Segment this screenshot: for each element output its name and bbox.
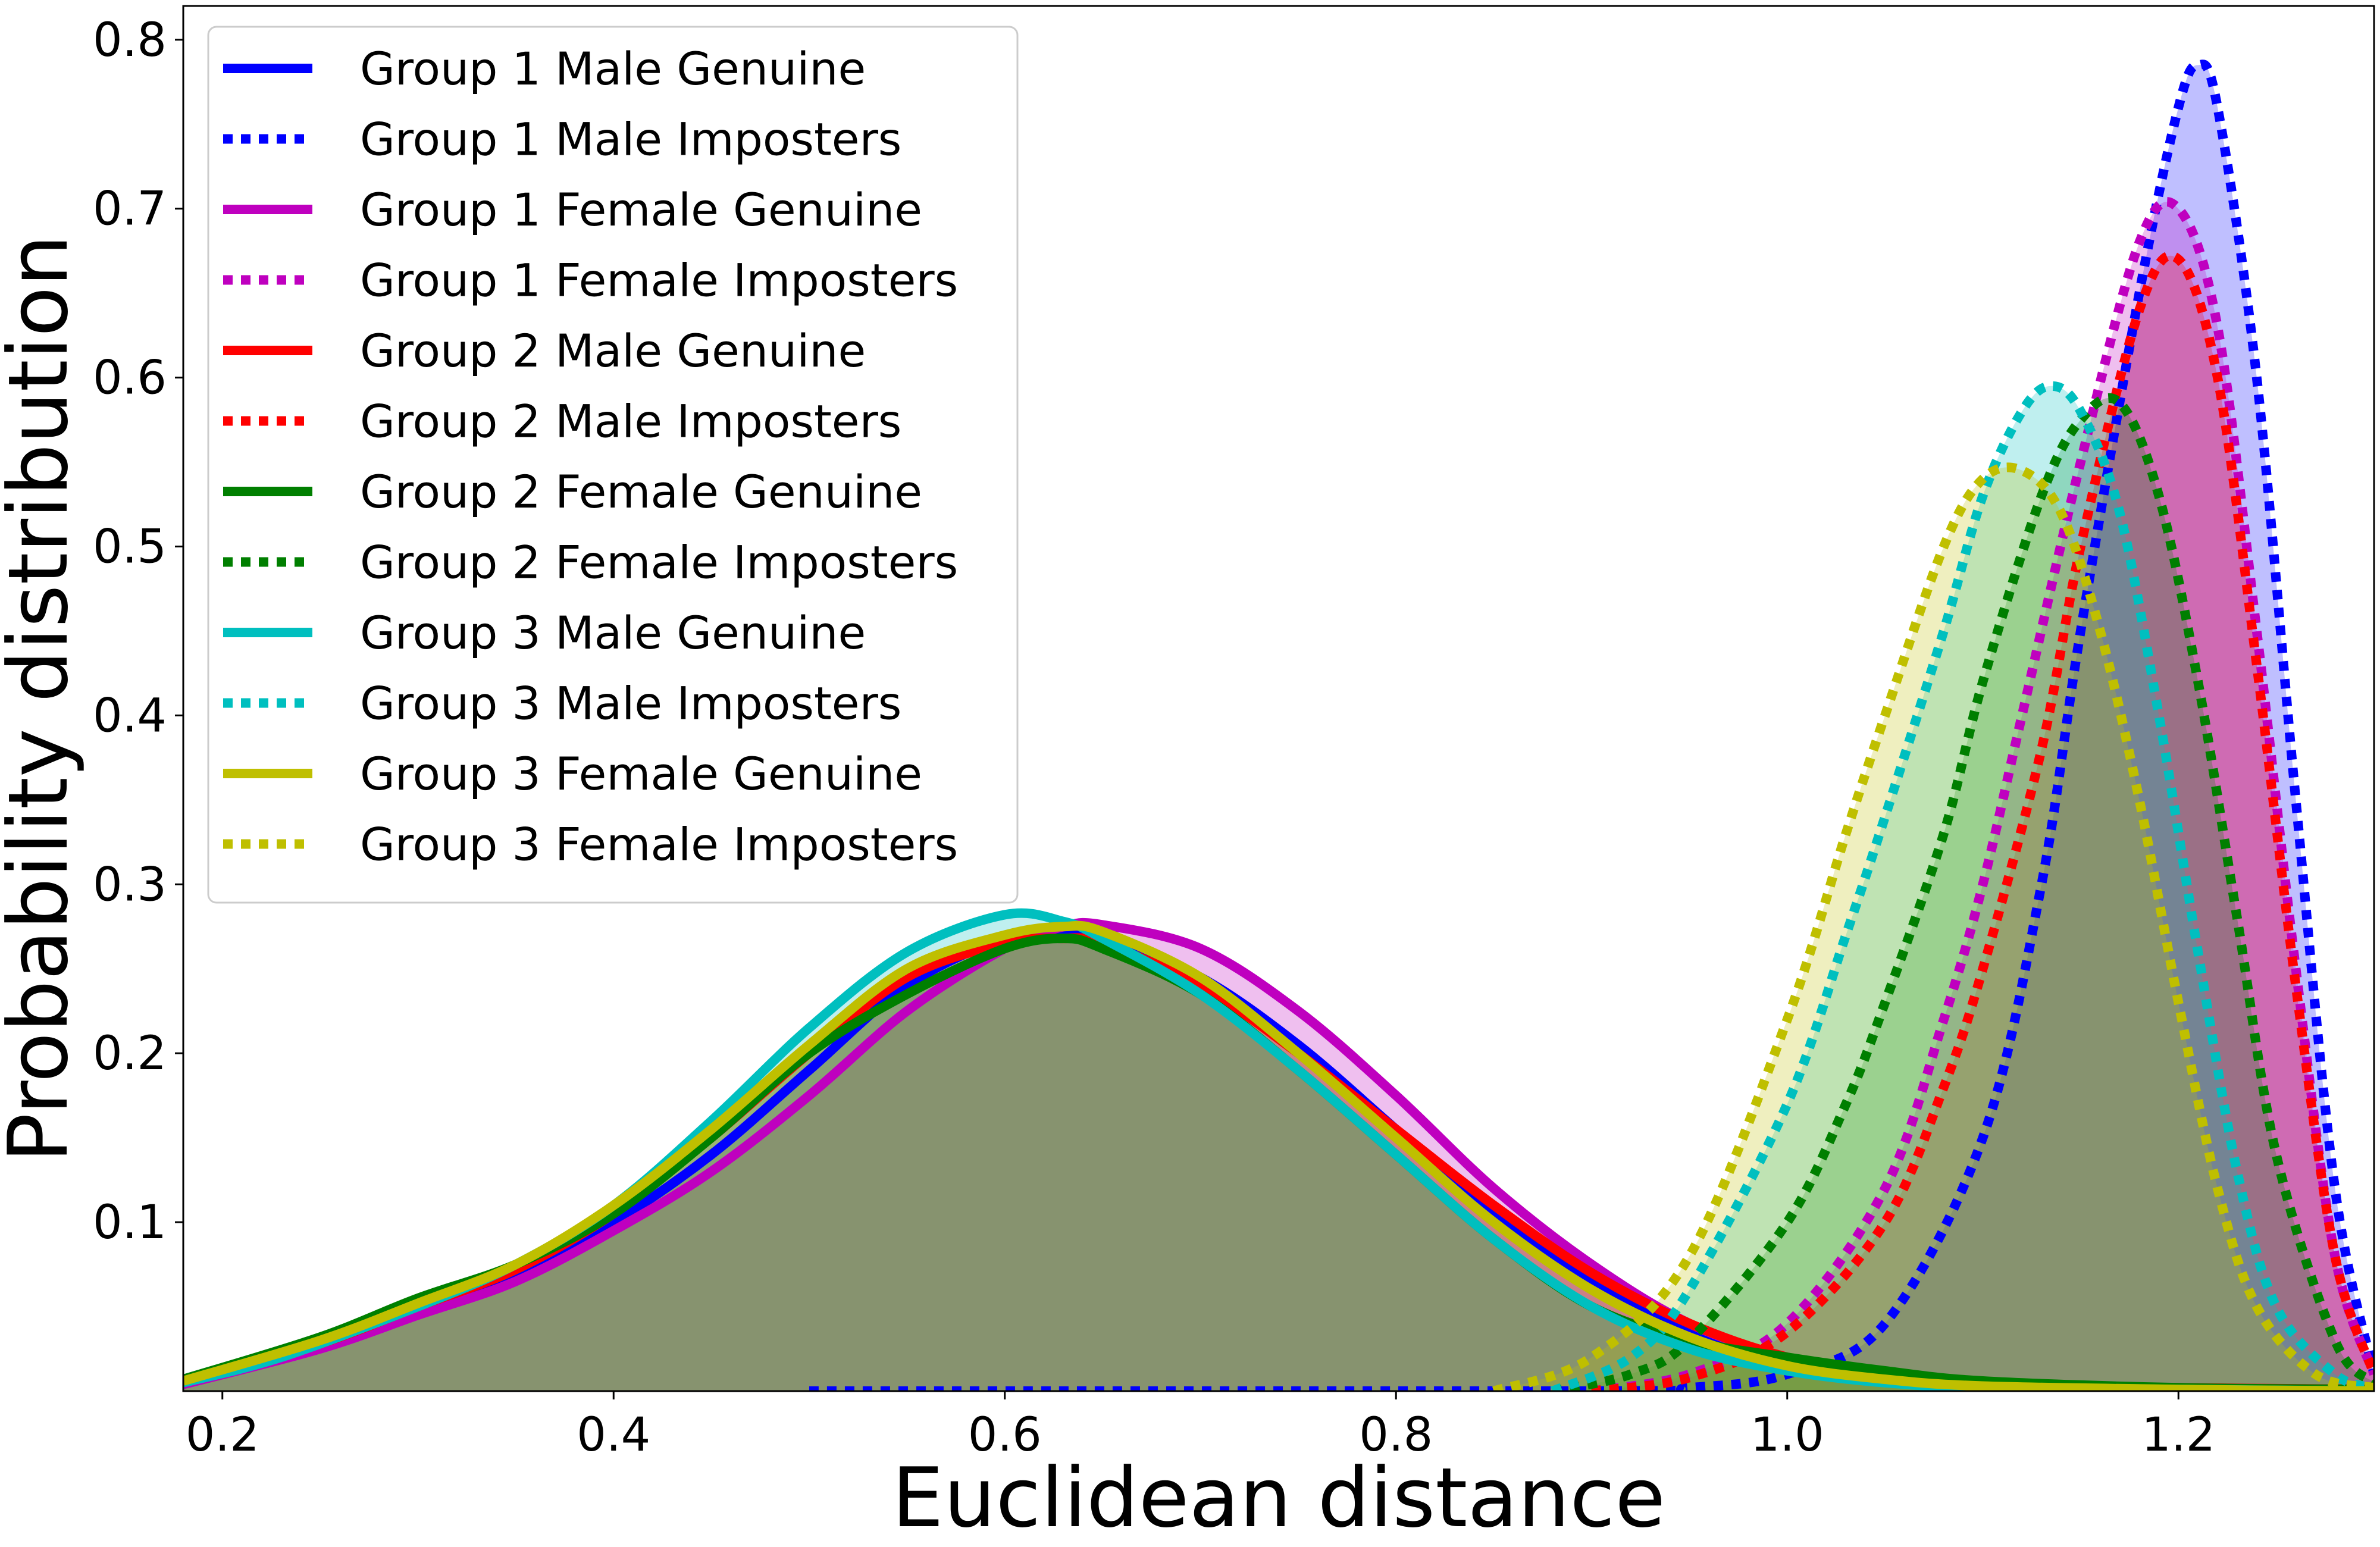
series-line-10 bbox=[1551, 381, 2374, 1391]
series-line-8 bbox=[1551, 393, 2374, 1391]
legend-label: Group 1 Male Genuine bbox=[360, 42, 866, 95]
legend-label: Group 2 Male Genuine bbox=[360, 324, 866, 377]
x-axis-ticks: 0.2 0.4 0.6 0.8 1.0 1.2 bbox=[186, 1391, 2215, 1462]
series-fill-4 bbox=[1592, 202, 2374, 1391]
legend-label: Group 1 Female Genuine bbox=[360, 183, 922, 236]
series-line-11 bbox=[183, 920, 2374, 1391]
y-tick-label: 0.2 bbox=[93, 1027, 167, 1081]
series-line-4 bbox=[1590, 197, 2374, 1391]
x-tick-label: 0.6 bbox=[968, 1408, 1042, 1462]
series-fill-1 bbox=[183, 933, 2374, 1391]
legend-box bbox=[207, 26, 1019, 904]
legend: Group 1 Male Genuine Group 1 Male Imposte… bbox=[207, 26, 1019, 904]
series-fill-11 bbox=[183, 925, 2374, 1391]
y-axis-title: Probability distribution bbox=[0, 234, 86, 1163]
legend-label: Group 2 Female Imposters bbox=[360, 536, 958, 589]
series-fill-6 bbox=[1592, 255, 2374, 1391]
x-tick-label: 0.4 bbox=[577, 1408, 650, 1462]
series-line-2 bbox=[809, 60, 2374, 1391]
x-tick-label: 0.2 bbox=[186, 1408, 259, 1462]
plot-frame bbox=[182, 5, 2375, 1392]
y-tick-label: 0.4 bbox=[93, 689, 167, 743]
series-fills bbox=[183, 64, 2374, 1391]
legend-label: Group 3 Male Imposters bbox=[360, 677, 901, 730]
y-tick-label: 0.5 bbox=[93, 520, 167, 574]
series-line-12 bbox=[1492, 462, 2374, 1391]
series-fill-7 bbox=[183, 938, 2374, 1391]
legend-label: Group 3 Male Genuine bbox=[360, 606, 866, 659]
y-tick-label: 0.7 bbox=[93, 183, 167, 236]
series-fill-12 bbox=[1493, 467, 2374, 1391]
series-fill-9 bbox=[183, 913, 2374, 1391]
legend-label: Group 3 Female Imposters bbox=[360, 818, 958, 871]
y-tick-label: 0.3 bbox=[93, 858, 167, 912]
x-tick-label: 1.0 bbox=[1750, 1408, 1824, 1462]
series-fill-5 bbox=[183, 938, 2374, 1391]
legend-label: Group 2 Male Imposters bbox=[360, 395, 901, 448]
y-tick-label: 0.1 bbox=[93, 1196, 167, 1250]
x-tick-label: 0.8 bbox=[1359, 1408, 1433, 1462]
legend-label: Group 2 Female Genuine bbox=[360, 465, 922, 518]
series-fill-10 bbox=[1552, 386, 2374, 1391]
series-fill-3 bbox=[183, 922, 2374, 1391]
x-axis-title: Euclidean distance bbox=[892, 1450, 1665, 1546]
legend-label: Group 1 Female Imposters bbox=[360, 254, 958, 307]
y-axis-ticks: 0.1 0.2 0.3 0.4 0.5 0.6 0.7 0.8 bbox=[93, 14, 183, 1250]
y-tick-label: 0.6 bbox=[93, 352, 167, 405]
series-fill-2 bbox=[809, 64, 2374, 1391]
series-fill-8 bbox=[1552, 397, 2374, 1391]
x-tick-label: 1.2 bbox=[2141, 1408, 2215, 1462]
legend-label: Group 3 Female Genuine bbox=[360, 747, 922, 800]
y-tick-label: 0.8 bbox=[93, 14, 167, 67]
series-line-6 bbox=[1590, 250, 2374, 1391]
series-lines bbox=[183, 60, 2374, 1391]
legend-label: Group 1 Male Imposters bbox=[360, 113, 901, 166]
